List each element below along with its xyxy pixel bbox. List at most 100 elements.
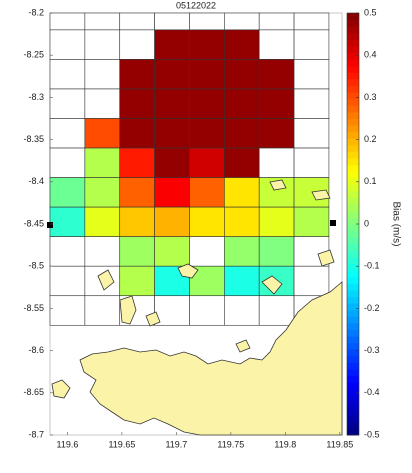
colorbar-segment — [347, 283, 359, 291]
colorbar-segment — [347, 224, 359, 232]
colorbar-segment — [347, 125, 359, 133]
heat-cell — [189, 118, 225, 149]
island — [177, 263, 199, 279]
colorbar-segment — [347, 322, 359, 330]
colorbar-segment — [347, 362, 359, 370]
empty-cell — [49, 59, 86, 90]
colorbar-segment — [347, 13, 359, 21]
empty-cell — [49, 12, 86, 31]
colorbar-segment — [347, 65, 359, 73]
empty-cell — [293, 29, 330, 60]
colorbar-segment — [347, 382, 359, 390]
colorbar-segment — [347, 303, 359, 311]
colorbar-segment — [347, 243, 359, 251]
empty-cell — [293, 265, 330, 297]
colorbar-segment — [347, 388, 359, 396]
colorbar-tick-label: -0.3 — [364, 345, 380, 355]
colorbar-segment — [347, 197, 359, 205]
colorbar-segment — [347, 289, 359, 298]
colorbar-segment — [347, 111, 359, 119]
heat-cell — [154, 206, 190, 237]
x-tick-label: 119.6 — [57, 439, 79, 449]
heat-cell — [154, 29, 190, 60]
island — [269, 179, 287, 191]
colorbar-segment — [347, 402, 359, 410]
empty-cell — [293, 118, 330, 149]
land-mass — [79, 281, 343, 436]
empty-cell — [49, 265, 86, 297]
colorbar-segment — [347, 118, 359, 126]
colorbar-segment — [347, 72, 359, 80]
empty-cell — [258, 147, 295, 178]
empty-cell — [258, 29, 295, 60]
colorbar-tick-label: -0.4 — [364, 387, 380, 397]
island — [97, 269, 115, 291]
heat-cell — [154, 88, 190, 119]
colorbar-tick-label: 0.2 — [364, 134, 377, 144]
empty-cell — [189, 12, 225, 31]
colorbar-segment — [347, 144, 359, 152]
heat-cell — [189, 59, 225, 90]
colorbar-segment — [347, 32, 359, 40]
heat-cell — [119, 206, 155, 237]
empty-cell — [293, 147, 330, 178]
colorbar-segment — [347, 316, 359, 324]
heat-cell — [224, 29, 260, 60]
colorbar-segment — [347, 19, 359, 27]
colorbar-tick-label: 0.4 — [364, 50, 377, 60]
colorbar-segment — [347, 230, 359, 238]
y-tick-label: -8.55 — [23, 303, 44, 313]
colorbar-segment — [347, 349, 359, 357]
empty-cell — [84, 88, 121, 119]
island — [119, 295, 137, 325]
y-tick-label: -8.25 — [23, 50, 44, 60]
empty-cell — [293, 12, 330, 31]
y-tick-label: -8.5 — [28, 261, 44, 271]
colorbar-segment — [347, 184, 359, 192]
heat-cell — [154, 118, 190, 149]
heat-cell — [224, 177, 260, 208]
heat-cell — [84, 118, 121, 149]
y-tick-label: -8.65 — [23, 387, 44, 397]
x-tick-label: 119.65 — [108, 439, 135, 449]
colorbar-segment — [347, 164, 359, 172]
chart-title: 05122022 — [176, 0, 216, 10]
heat-cell — [119, 147, 155, 178]
land — [51, 179, 343, 436]
heat-cell — [293, 206, 330, 237]
colorbar-segment — [347, 256, 359, 265]
heat-cell — [154, 236, 190, 267]
empty-cell — [154, 12, 190, 31]
colorbar-segment — [347, 26, 359, 34]
colorbar-segment — [347, 395, 359, 403]
heat-cell — [224, 236, 260, 267]
colorbar-segment — [347, 52, 359, 60]
colorbar-tick-label: 0.5 — [364, 7, 377, 17]
y-tick-label: -8.3 — [28, 92, 44, 102]
colorbar-tick-label: 0.3 — [364, 92, 377, 102]
colorbar-segment — [347, 329, 359, 337]
empty-cell — [84, 29, 121, 60]
y-tick-label: -8.45 — [23, 218, 44, 228]
colorbar-segment — [347, 92, 359, 100]
empty-cell — [154, 295, 190, 326]
colorbar-segment — [347, 369, 359, 377]
empty-cell — [293, 59, 330, 90]
colorbar-segment — [347, 309, 359, 317]
heat-cell — [224, 206, 260, 237]
colorbar-tick-label: -0.1 — [364, 261, 380, 271]
empty-cell — [84, 236, 121, 267]
y-tick-label: -8.6 — [28, 345, 44, 355]
colorbar-segment — [347, 355, 359, 363]
empty-cell — [84, 295, 121, 326]
colorbar-segment — [347, 263, 359, 271]
heat-cell — [189, 177, 225, 208]
y-tick-label: -8.35 — [23, 134, 44, 144]
colorbar-segment — [347, 270, 359, 278]
empty-cell — [293, 88, 330, 119]
colorbar-segment — [347, 45, 359, 54]
heat-cell — [258, 88, 295, 119]
colorbar-segment — [347, 415, 359, 423]
empty-cell — [49, 118, 86, 149]
empty-cell — [224, 12, 260, 31]
